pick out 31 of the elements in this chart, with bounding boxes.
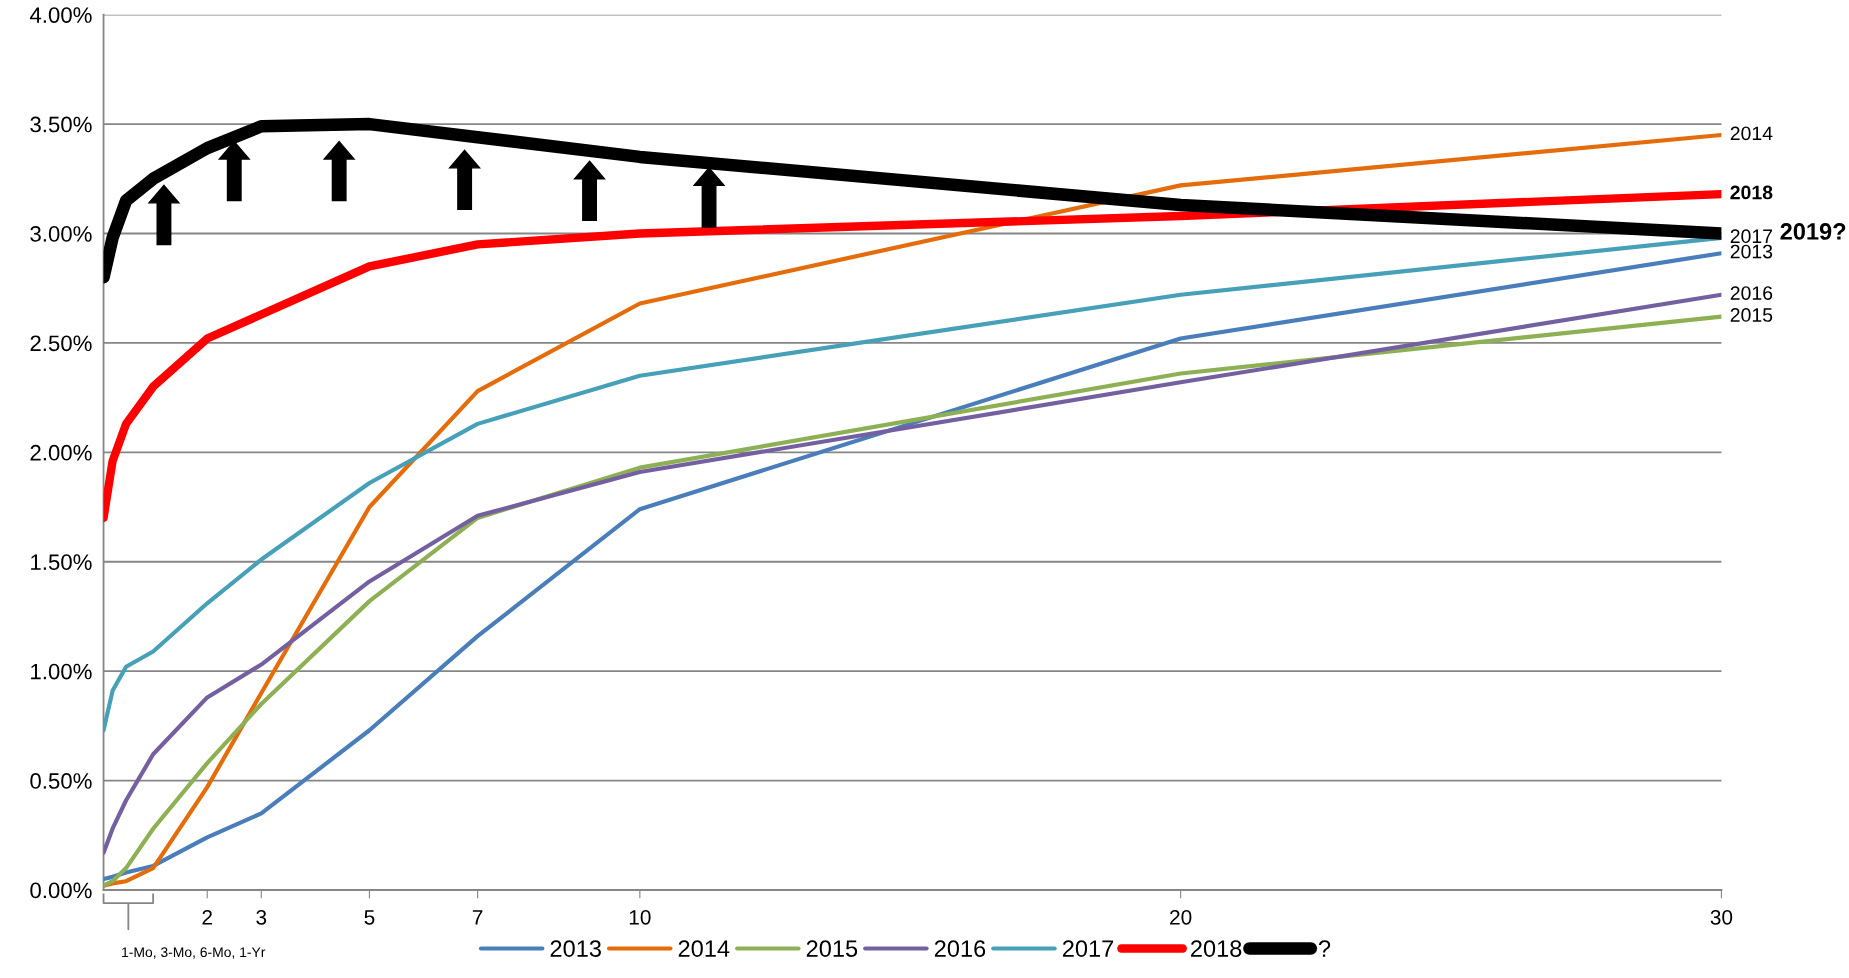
y-tick-label: 1.00% (31, 663, 92, 680)
text: 2018 (1730, 185, 1773, 200)
x-tick-label: 20 (1170, 909, 1192, 925)
x-tick-label: 30 (1710, 909, 1733, 925)
legend-label: 2015 (806, 940, 858, 957)
x-tick-label: 2 (202, 909, 212, 925)
text: 2019? (1780, 223, 1846, 240)
y-tick-label: 1.50% (31, 554, 92, 571)
x-tick-label: 10 (629, 909, 651, 925)
text: 2014 (1730, 126, 1773, 141)
x-tick-label: 5 (364, 910, 375, 925)
legend-label: ? (1318, 940, 1331, 957)
x-tick-label: 3 (256, 909, 267, 925)
text: 2015 (1730, 308, 1773, 322)
text: 2016 (1730, 286, 1773, 300)
legend-label: 2014 (678, 940, 730, 957)
y-tick-label: 0.50% (30, 773, 92, 789)
y-tick-label: 2.50% (30, 335, 92, 352)
legend-label: 2013 (550, 940, 601, 957)
y-tick-label: 2.00% (30, 444, 92, 461)
text: 2017 (1730, 229, 1773, 244)
legend-label: 2018 (1191, 940, 1242, 957)
text: 2013 (1730, 244, 1773, 259)
legend-label: 2017 (1062, 940, 1114, 957)
text: 1-Mo, 3-Mo, 6-Mo, 1-Yr (122, 947, 266, 959)
y-tick-label: 4.00% (29, 7, 92, 23)
y-tick-label: 3.50% (30, 116, 92, 133)
y-tick-label: 0.00% (30, 882, 92, 899)
legend-label: 2016 (934, 940, 986, 957)
y-tick-label: 3.00% (30, 226, 92, 242)
x-tick-label: 7 (472, 910, 483, 925)
